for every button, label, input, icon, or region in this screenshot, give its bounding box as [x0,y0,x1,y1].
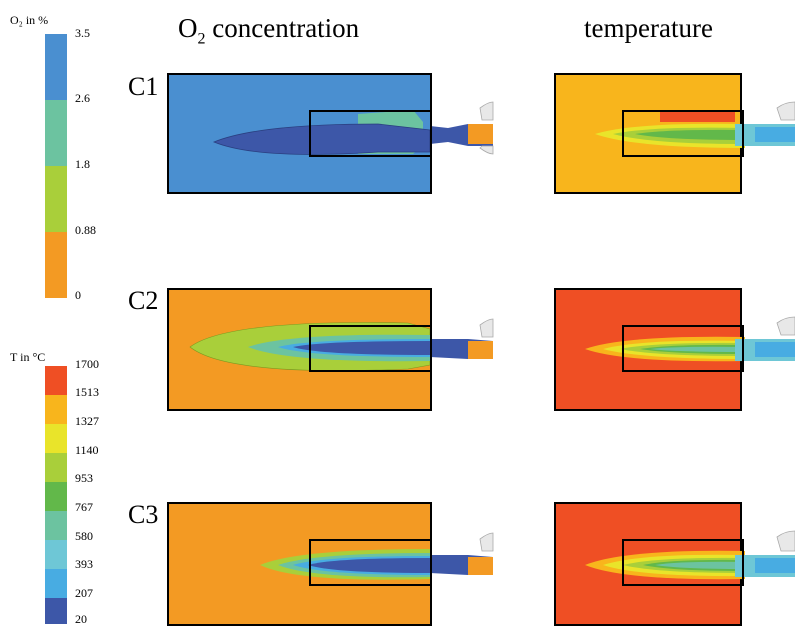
t-colorbar-band-7 [45,540,67,569]
t-colorbar-band-9 [45,598,67,624]
o2-column-title: O2 concentration [178,13,359,48]
t-colorbar-band-6 [45,511,67,540]
row-label-c1: C1 [128,72,159,101]
t-tick-953: 953 [75,471,93,485]
o2-panel-c2 [167,288,494,411]
t-tick-580: 580 [75,529,93,543]
t-colorbar-band-2 [45,395,67,424]
o2-tick-0.88: 0.88 [75,223,96,237]
t-colorbar-band-3 [45,424,67,453]
temperature-panel-c1 [554,73,795,194]
o2-panel-c3 [167,502,494,626]
t-tick-1700: 1700 [75,357,99,371]
t-colorbar-band-4 [45,453,67,482]
t-tick-1327: 1327 [75,414,99,428]
o2-colorbar [45,34,67,298]
t-colorbar-band-1 [45,366,67,395]
o2-colorbar-band-2 [45,100,67,166]
t-colorbar-band-5 [45,482,67,511]
row-label-c3: C3 [128,500,159,529]
o2-tick-0: 0 [75,288,81,302]
t-tick-1140: 1140 [75,443,99,457]
t-colorbar-band-8 [45,569,67,598]
o2-colorbar-band-4 [45,232,67,298]
t-tick-393: 393 [75,557,93,571]
o2-tick-1.8: 1.8 [75,157,90,171]
temperature-panel-c3 [554,502,795,626]
o2-tick-3.5: 3.5 [75,26,90,40]
o2-tick-2.6: 2.6 [75,91,90,105]
o2-title-main: O [178,13,198,43]
t-tick-767: 767 [75,500,93,514]
t-tick-1513: 1513 [75,385,99,399]
o2-title-subscript: 2 [197,30,206,48]
o2-title-rest: concentration [205,13,360,43]
o2-colorbar-band-3 [45,166,67,232]
temperature-panel-c2 [554,288,795,411]
o2-colorbar-band-1 [45,34,67,100]
temperature-column-title: temperature [584,13,713,43]
t-colorbar [45,366,67,624]
o2-panel-c1 [167,73,494,194]
t-tick-20: 20 [75,612,87,626]
o2-legend-title: O₂ in % [10,13,49,27]
row-label-c2: C2 [128,286,159,315]
t-legend-title: T in °C [10,350,46,364]
t-tick-207: 207 [75,586,93,600]
